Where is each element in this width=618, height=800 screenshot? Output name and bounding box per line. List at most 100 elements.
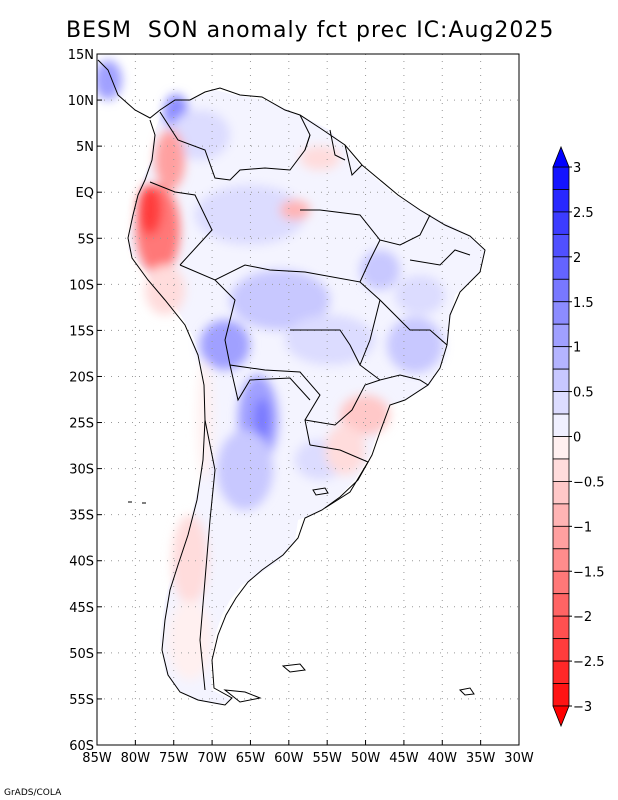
country-border — [159, 111, 311, 181]
lat-tick-label: 45S — [69, 601, 94, 616]
lat-tick-label: 35S — [69, 509, 94, 524]
lon-tick-label: 35W — [466, 751, 496, 766]
colorbar-segment — [552, 189, 570, 213]
state-border — [290, 329, 361, 366]
anomaly-blob — [155, 130, 185, 190]
island-outline — [223, 689, 262, 703]
lon-tick-label: 50W — [351, 751, 381, 766]
anomaly-blob — [280, 200, 310, 220]
colorbar-segment — [552, 525, 570, 550]
lon-axis: 85W 80W 75W 70W 65W 60W 55W 50W 45W 40W 35W 30W — [82, 740, 534, 766]
lake-outline — [312, 487, 329, 496]
state-border — [300, 209, 431, 246]
state-border — [359, 281, 448, 346]
colorbar-label: 2 — [573, 251, 581, 266]
island-outline — [128, 501, 146, 504]
colorbar-segment — [552, 301, 570, 325]
colorbar-segment — [552, 683, 570, 707]
colorbar-segment — [552, 570, 570, 595]
country-border — [344, 144, 363, 176]
colorbar: 3 2.5 2 1.5 1 0.5 0 −0.5 −1 −1.5 −2 −2.5 −3 — [552, 145, 605, 728]
lat-tick-label: 10S — [69, 278, 94, 293]
colorbar-label: 1 — [573, 341, 581, 356]
lat-tick-label: 5N — [76, 140, 94, 155]
anomaly-blob — [285, 315, 375, 365]
lon-tick-label: 45W — [389, 751, 419, 766]
lat-tick-label: 50S — [69, 647, 94, 662]
lon-tick-label: 85W — [82, 751, 112, 766]
country-border — [179, 239, 381, 283]
colorbar-label: 3 — [573, 161, 581, 176]
country-border — [309, 444, 369, 509]
colorbar-label: −3 — [573, 700, 592, 715]
anomaly-blob — [168, 600, 212, 680]
anomaly-blob — [170, 110, 230, 160]
lon-tick-label: 70W — [197, 751, 227, 766]
lon-tick-label: 80W — [121, 751, 151, 766]
colorbar-segment — [552, 278, 570, 303]
country-border — [329, 129, 346, 161]
colorbar-segment — [552, 233, 570, 258]
lon-tick-label: 40W — [428, 751, 458, 766]
colorbar-segment — [552, 413, 570, 437]
lat-tick-label: EQ — [76, 186, 94, 201]
colorbar-segment — [552, 166, 570, 190]
country-border — [304, 379, 381, 426]
lat-tick-label: 20S — [69, 370, 94, 385]
country-border — [299, 114, 311, 151]
anomaly-blob — [217, 430, 273, 510]
grads-credit: GrADS/COLA — [4, 788, 62, 798]
colorbar-min-arrow — [552, 705, 570, 728]
anomaly-blob — [200, 320, 250, 370]
colorbar-label: −1 — [573, 520, 592, 535]
lat-tick-label: 55S — [69, 693, 94, 708]
colorbar-label: −2.5 — [573, 655, 605, 670]
state-border — [359, 299, 429, 386]
coastlines — [97, 59, 486, 706]
anomaly-blob — [230, 270, 330, 330]
colorbar-segment — [552, 323, 570, 348]
colorbar-segment — [552, 593, 570, 617]
lat-tick-label: 15S — [69, 324, 94, 339]
island-outline — [458, 687, 475, 696]
anomaly-blob — [340, 395, 390, 435]
anomaly-blob — [387, 317, 443, 373]
colorbar-label: 2.5 — [573, 206, 594, 221]
colorbar-segment — [552, 256, 570, 280]
state-border — [409, 249, 471, 266]
country-border — [149, 181, 213, 266]
anomaly-blob — [254, 398, 270, 442]
lon-tick-label: 60W — [274, 751, 304, 766]
colorbar-label: −1.5 — [573, 565, 605, 580]
colorbar-label: 0 — [573, 431, 581, 446]
colorbar-segment — [552, 458, 570, 482]
anomaly-blob — [325, 425, 365, 475]
lat-tick-label: 30S — [69, 463, 94, 478]
colorbar-segment — [552, 615, 570, 640]
plot-frame — [96, 53, 520, 746]
lon-tick-label: 30W — [504, 751, 534, 766]
anomaly-blob — [172, 515, 208, 605]
colorbar-segment — [552, 436, 570, 460]
anomaly-blob — [145, 265, 185, 315]
lat-tick-label: 5S — [77, 232, 94, 247]
anomaly-blob — [138, 185, 162, 235]
colorbar-label: −0.5 — [573, 475, 605, 490]
continent-outline — [97, 59, 486, 706]
lat-tick-label: 10N — [68, 94, 94, 109]
colorbar-max-arrow — [552, 145, 570, 168]
colorbar-segment — [552, 368, 570, 392]
country-border — [199, 419, 216, 691]
colorbar-segment — [552, 503, 570, 527]
colorbar-segment — [552, 660, 570, 684]
colorbar-segment — [552, 548, 570, 572]
colorbar-label: 0.5 — [573, 386, 594, 401]
lon-tick-label: 75W — [159, 751, 189, 766]
anomaly-blob — [395, 275, 445, 315]
lat-axis: 15N 10N 5N EQ 5S 10S 15S 20S 25S 30S 35S 40S 45S 50S 5… — [68, 48, 102, 754]
colorbar-label: 1.5 — [573, 296, 594, 311]
colorbar-segment — [552, 638, 570, 662]
lat-tick-label: 40S — [69, 555, 94, 570]
colorbar-label: −2 — [573, 610, 592, 625]
